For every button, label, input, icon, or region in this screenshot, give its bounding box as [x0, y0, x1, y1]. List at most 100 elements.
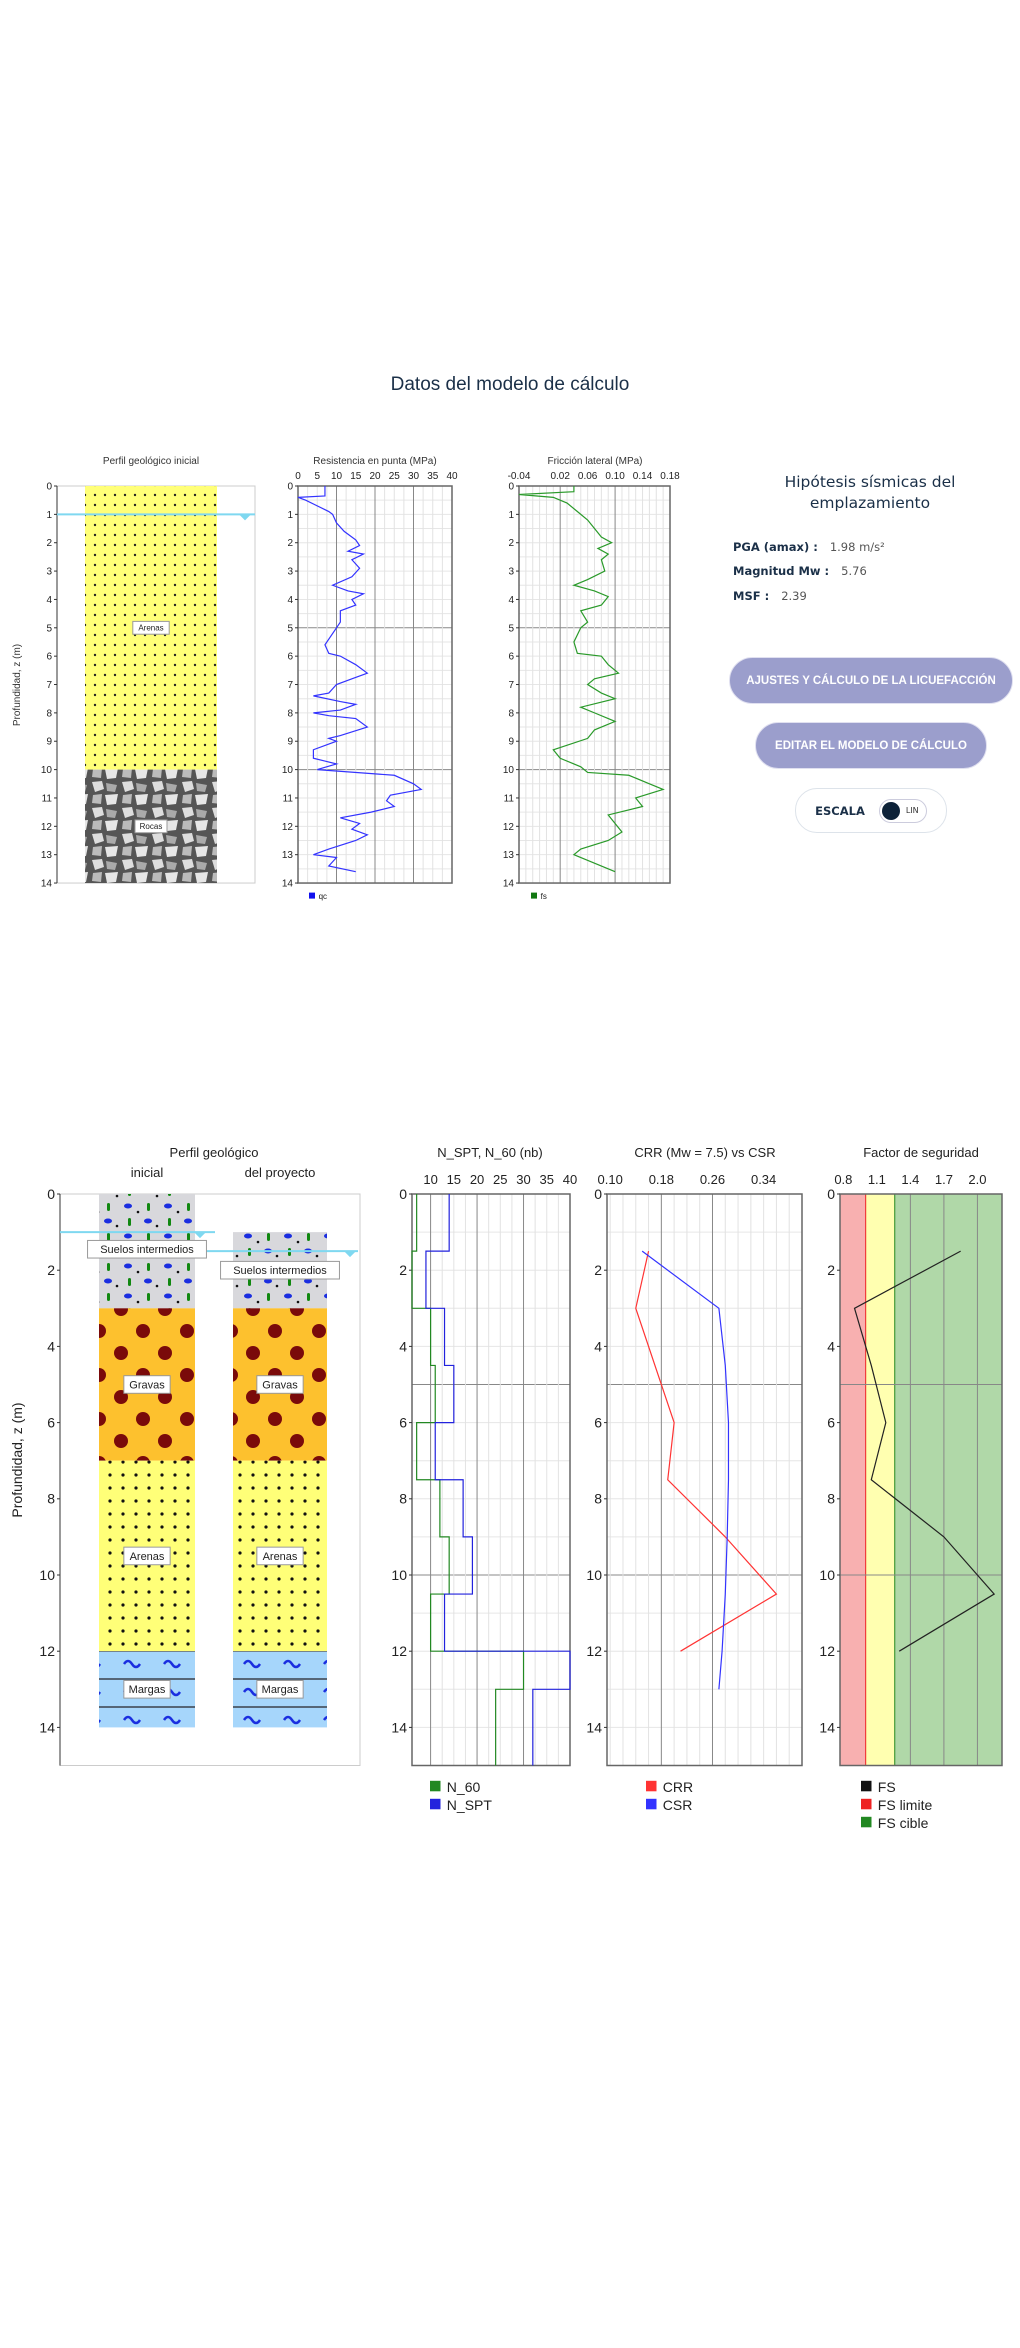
x-tick-label: 0.02	[550, 471, 570, 482]
x-tick-label: 10	[423, 1172, 437, 1187]
msf-value: 2.39	[781, 589, 807, 603]
layer-label-box	[134, 819, 168, 834]
layer-label-box	[256, 1546, 304, 1566]
chart-title: Perfil geológico	[170, 1145, 259, 1160]
y-tick-label: 0	[399, 1186, 407, 1202]
y-tick-label: 6	[287, 652, 293, 663]
y-tick-label: 0	[46, 482, 52, 493]
water-table-icon	[344, 1251, 356, 1258]
y-tick-label: 14	[41, 879, 53, 890]
layer-label-box	[220, 1260, 340, 1280]
y-tick-label: 14	[503, 879, 515, 890]
chart-title: Perfil geológico inicial	[103, 456, 199, 467]
y-tick-label: 0	[594, 1186, 602, 1202]
layer-label: Gravas	[129, 1379, 165, 1391]
layer-label: Arenas	[138, 624, 163, 633]
layer-label-box	[256, 1680, 304, 1699]
legend-label: FS cible	[878, 1815, 929, 1831]
layer-label: Suelos intermedios	[100, 1244, 194, 1256]
y-tick-label: 7	[508, 680, 514, 691]
y-tick-label: 3	[46, 567, 52, 578]
chart-title: Resistencia en punta (MPa)	[313, 456, 436, 467]
y-tick-label: 14	[39, 1719, 55, 1735]
y-tick-label: 2	[399, 1262, 407, 1278]
fs-zone	[894, 1194, 1002, 1766]
seismic-title: Hipótesis sísmicas del emplazamiento	[784, 473, 956, 512]
y-tick-label: 2	[287, 538, 293, 549]
y-tick-label: 1	[287, 510, 293, 521]
y-tick-label: 8	[594, 1491, 602, 1507]
page-title: Datos del modelo de cálculo	[390, 374, 630, 395]
x-tick-label: 35	[540, 1172, 554, 1187]
y-tick-label: 11	[42, 793, 53, 804]
x-tick-label: 1.7	[935, 1172, 953, 1187]
series-n60-line	[411, 1194, 525, 1766]
y-tick-label: 4	[287, 595, 293, 606]
legend-swatch	[531, 892, 537, 899]
y-tick-label: 0	[287, 482, 293, 493]
legend-label: N_SPT	[447, 1797, 493, 1813]
layer-label: Margas	[129, 1684, 166, 1696]
layer-label: Suelos intermedios	[233, 1265, 327, 1277]
chart-title: Factor de seguridad	[863, 1145, 979, 1160]
y-axis-label: Profundidad, z (m)	[12, 644, 23, 726]
legend-swatch	[646, 1798, 657, 1810]
liquefaction-button[interactable]: AJUSTES Y CÁLCULO DE LA LICUEFACCIÓN	[729, 657, 1013, 704]
y-tick-label: 4	[827, 1338, 835, 1354]
x-tick-label: 25	[389, 471, 401, 482]
y-tick-label: 12	[586, 1643, 602, 1659]
x-tick-label: 20	[470, 1172, 484, 1187]
y-tick-label: 0	[508, 482, 514, 493]
x-tick-label: 25	[493, 1172, 507, 1187]
series-crr-line	[635, 1251, 778, 1652]
y-tick-label: 6	[827, 1415, 835, 1431]
layer-label-box	[123, 1546, 171, 1566]
y-tick-label: 12	[41, 822, 53, 833]
plot-frame	[411, 1193, 571, 1767]
x-tick-label: 0.26	[700, 1172, 725, 1187]
x-tick-label: 15	[447, 1172, 461, 1187]
y-tick-label: 1	[46, 510, 52, 521]
y-tick-label: 10	[39, 1567, 55, 1583]
x-tick-label: 1.4	[901, 1172, 919, 1187]
y-tick-label: 2	[46, 538, 52, 549]
y-tick-label: 2	[594, 1262, 602, 1278]
column-label-project: del proyecto	[245, 1165, 316, 1180]
y-tick-label: 12	[503, 822, 515, 833]
y-tick-label: 8	[47, 1491, 55, 1507]
legend-swatch	[861, 1780, 872, 1792]
layer-label: Margas	[262, 1684, 299, 1696]
y-tick-label: 8	[508, 708, 514, 719]
qc-line	[297, 486, 423, 873]
y-tick-label: 10	[503, 765, 515, 776]
legend-label: FS limite	[878, 1797, 933, 1813]
y-tick-label: 12	[282, 822, 294, 833]
scale-toggle[interactable]: LIN	[878, 798, 927, 823]
x-tick-label: 40	[563, 1172, 577, 1187]
y-tick-label: 10	[586, 1567, 602, 1583]
y-tick-label: 2	[508, 538, 514, 549]
layer-label: Arenas	[130, 1551, 165, 1563]
y-tick-label: 11	[504, 793, 515, 804]
legend-swatch	[430, 1798, 441, 1810]
layer-label: Arenas	[263, 1551, 298, 1563]
chart-title: Fricción lateral (MPa)	[547, 456, 642, 467]
y-tick-label: 2	[47, 1262, 55, 1278]
y-tick-label: 5	[46, 623, 52, 634]
mw-row: Magnitud Mw : 5.76	[733, 564, 867, 578]
y-tick-label: 4	[508, 595, 514, 606]
fs-line	[518, 486, 665, 873]
y-tick-label: 6	[46, 652, 52, 663]
chart-title: CRR (Mw = 7.5) vs CSR	[634, 1145, 775, 1160]
series-nspt-line	[425, 1194, 571, 1766]
x-tick-label: 0.8	[834, 1172, 852, 1187]
edit-model-button[interactable]: EDITAR EL MODELO DE CÁLCULO	[755, 722, 987, 769]
y-tick-label: 12	[391, 1643, 407, 1659]
mw-value: 5.76	[841, 564, 867, 578]
series-fs-line	[853, 1250, 996, 1652]
legend-label: CSR	[663, 1797, 693, 1813]
x-tick-label: 20	[369, 471, 381, 482]
chart-title: N_SPT, N_60 (nb)	[437, 1145, 543, 1160]
y-tick-label: 1	[508, 510, 514, 521]
